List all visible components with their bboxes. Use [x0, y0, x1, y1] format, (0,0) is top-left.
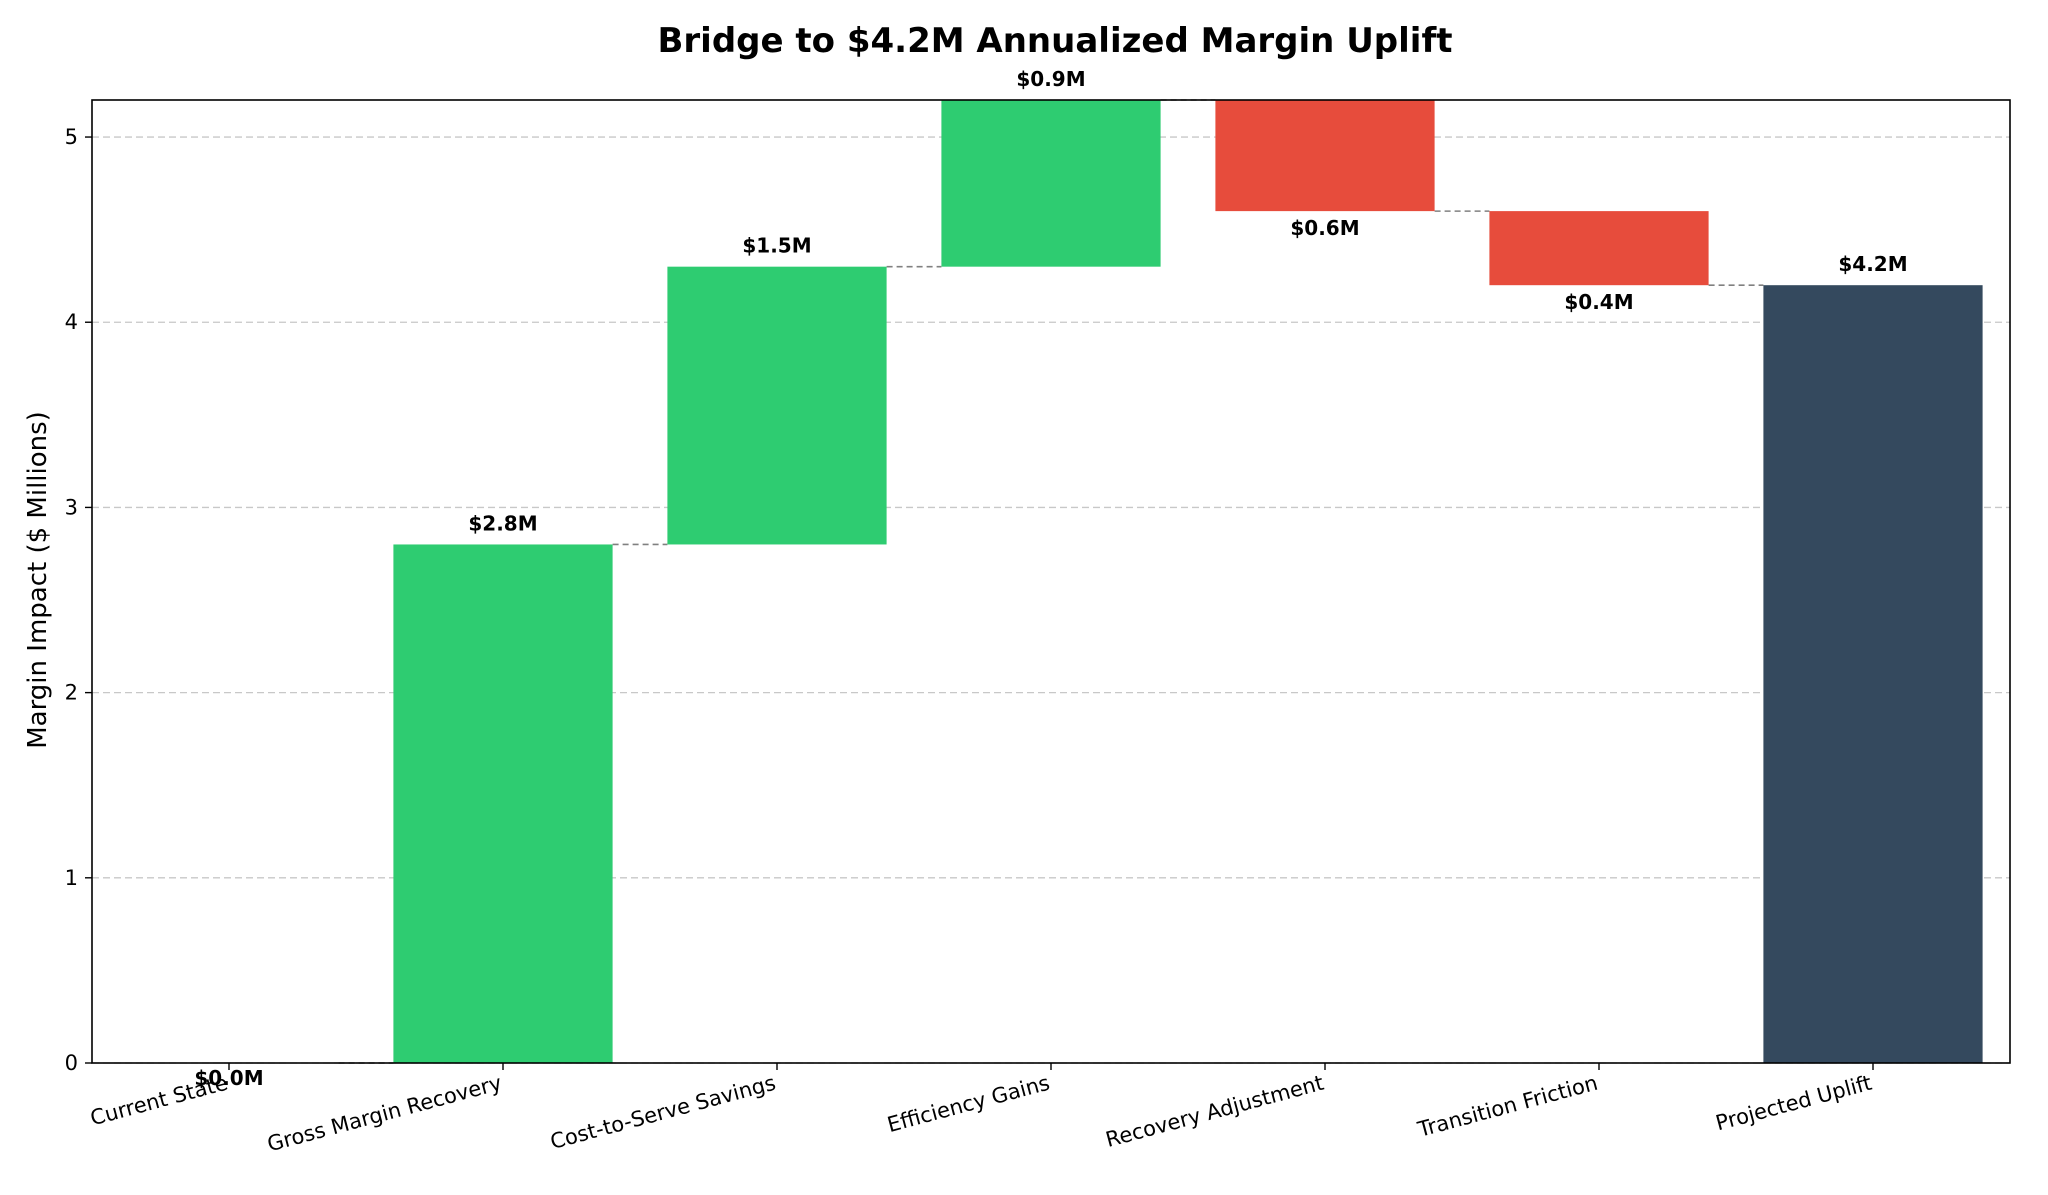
x-tick-label: Efficiency Gains — [885, 1071, 1053, 1137]
data-label: $0.6M — [1290, 216, 1359, 240]
x-tick-label: Gross Margin Recovery — [265, 1071, 505, 1157]
y-tick-label: 1 — [65, 866, 78, 890]
data-label: $4.2M — [1838, 252, 1907, 276]
x-tick-label: Projected Uplift — [1713, 1071, 1874, 1136]
data-label: $2.8M — [468, 511, 537, 535]
y-tick-label: 5 — [65, 125, 78, 149]
y-tick-label: 2 — [65, 681, 78, 705]
bar-transition-friction — [1489, 211, 1709, 286]
data-label: $1.5M — [742, 234, 811, 258]
bar-efficiency-gains — [941, 100, 1161, 267]
x-tick-label: Current State — [88, 1071, 231, 1131]
y-axis-label: Margin Impact ($ Millions) — [23, 411, 53, 749]
bar-gross-margin-recovery — [393, 544, 613, 1063]
y-tick-label: 3 — [65, 495, 78, 519]
y-tick-label: 0 — [65, 1051, 78, 1075]
data-labels: $0.0M$2.8M$1.5M$0.9M$0.6M$0.4M$4.2M — [194, 67, 1907, 1090]
x-tick-label: Recovery Adjustment — [1103, 1071, 1326, 1152]
bar-cost-to-serve-savings — [667, 266, 887, 545]
data-label: $0.9M — [1016, 67, 1085, 91]
data-label: $0.4M — [1564, 290, 1633, 314]
y-tick-label: 4 — [65, 310, 78, 334]
x-tick-label: Transition Friction — [1414, 1071, 1600, 1142]
bars — [393, 100, 1983, 1063]
chart-title: Bridge to $4.2M Annualized Margin Uplift — [658, 21, 1453, 61]
x-tick-label: Cost-to-Serve Savings — [548, 1071, 779, 1154]
gridlines — [92, 136, 2010, 1064]
bar-projected-uplift — [1763, 285, 1983, 1063]
bar-recovery-adjustment — [1215, 100, 1435, 212]
